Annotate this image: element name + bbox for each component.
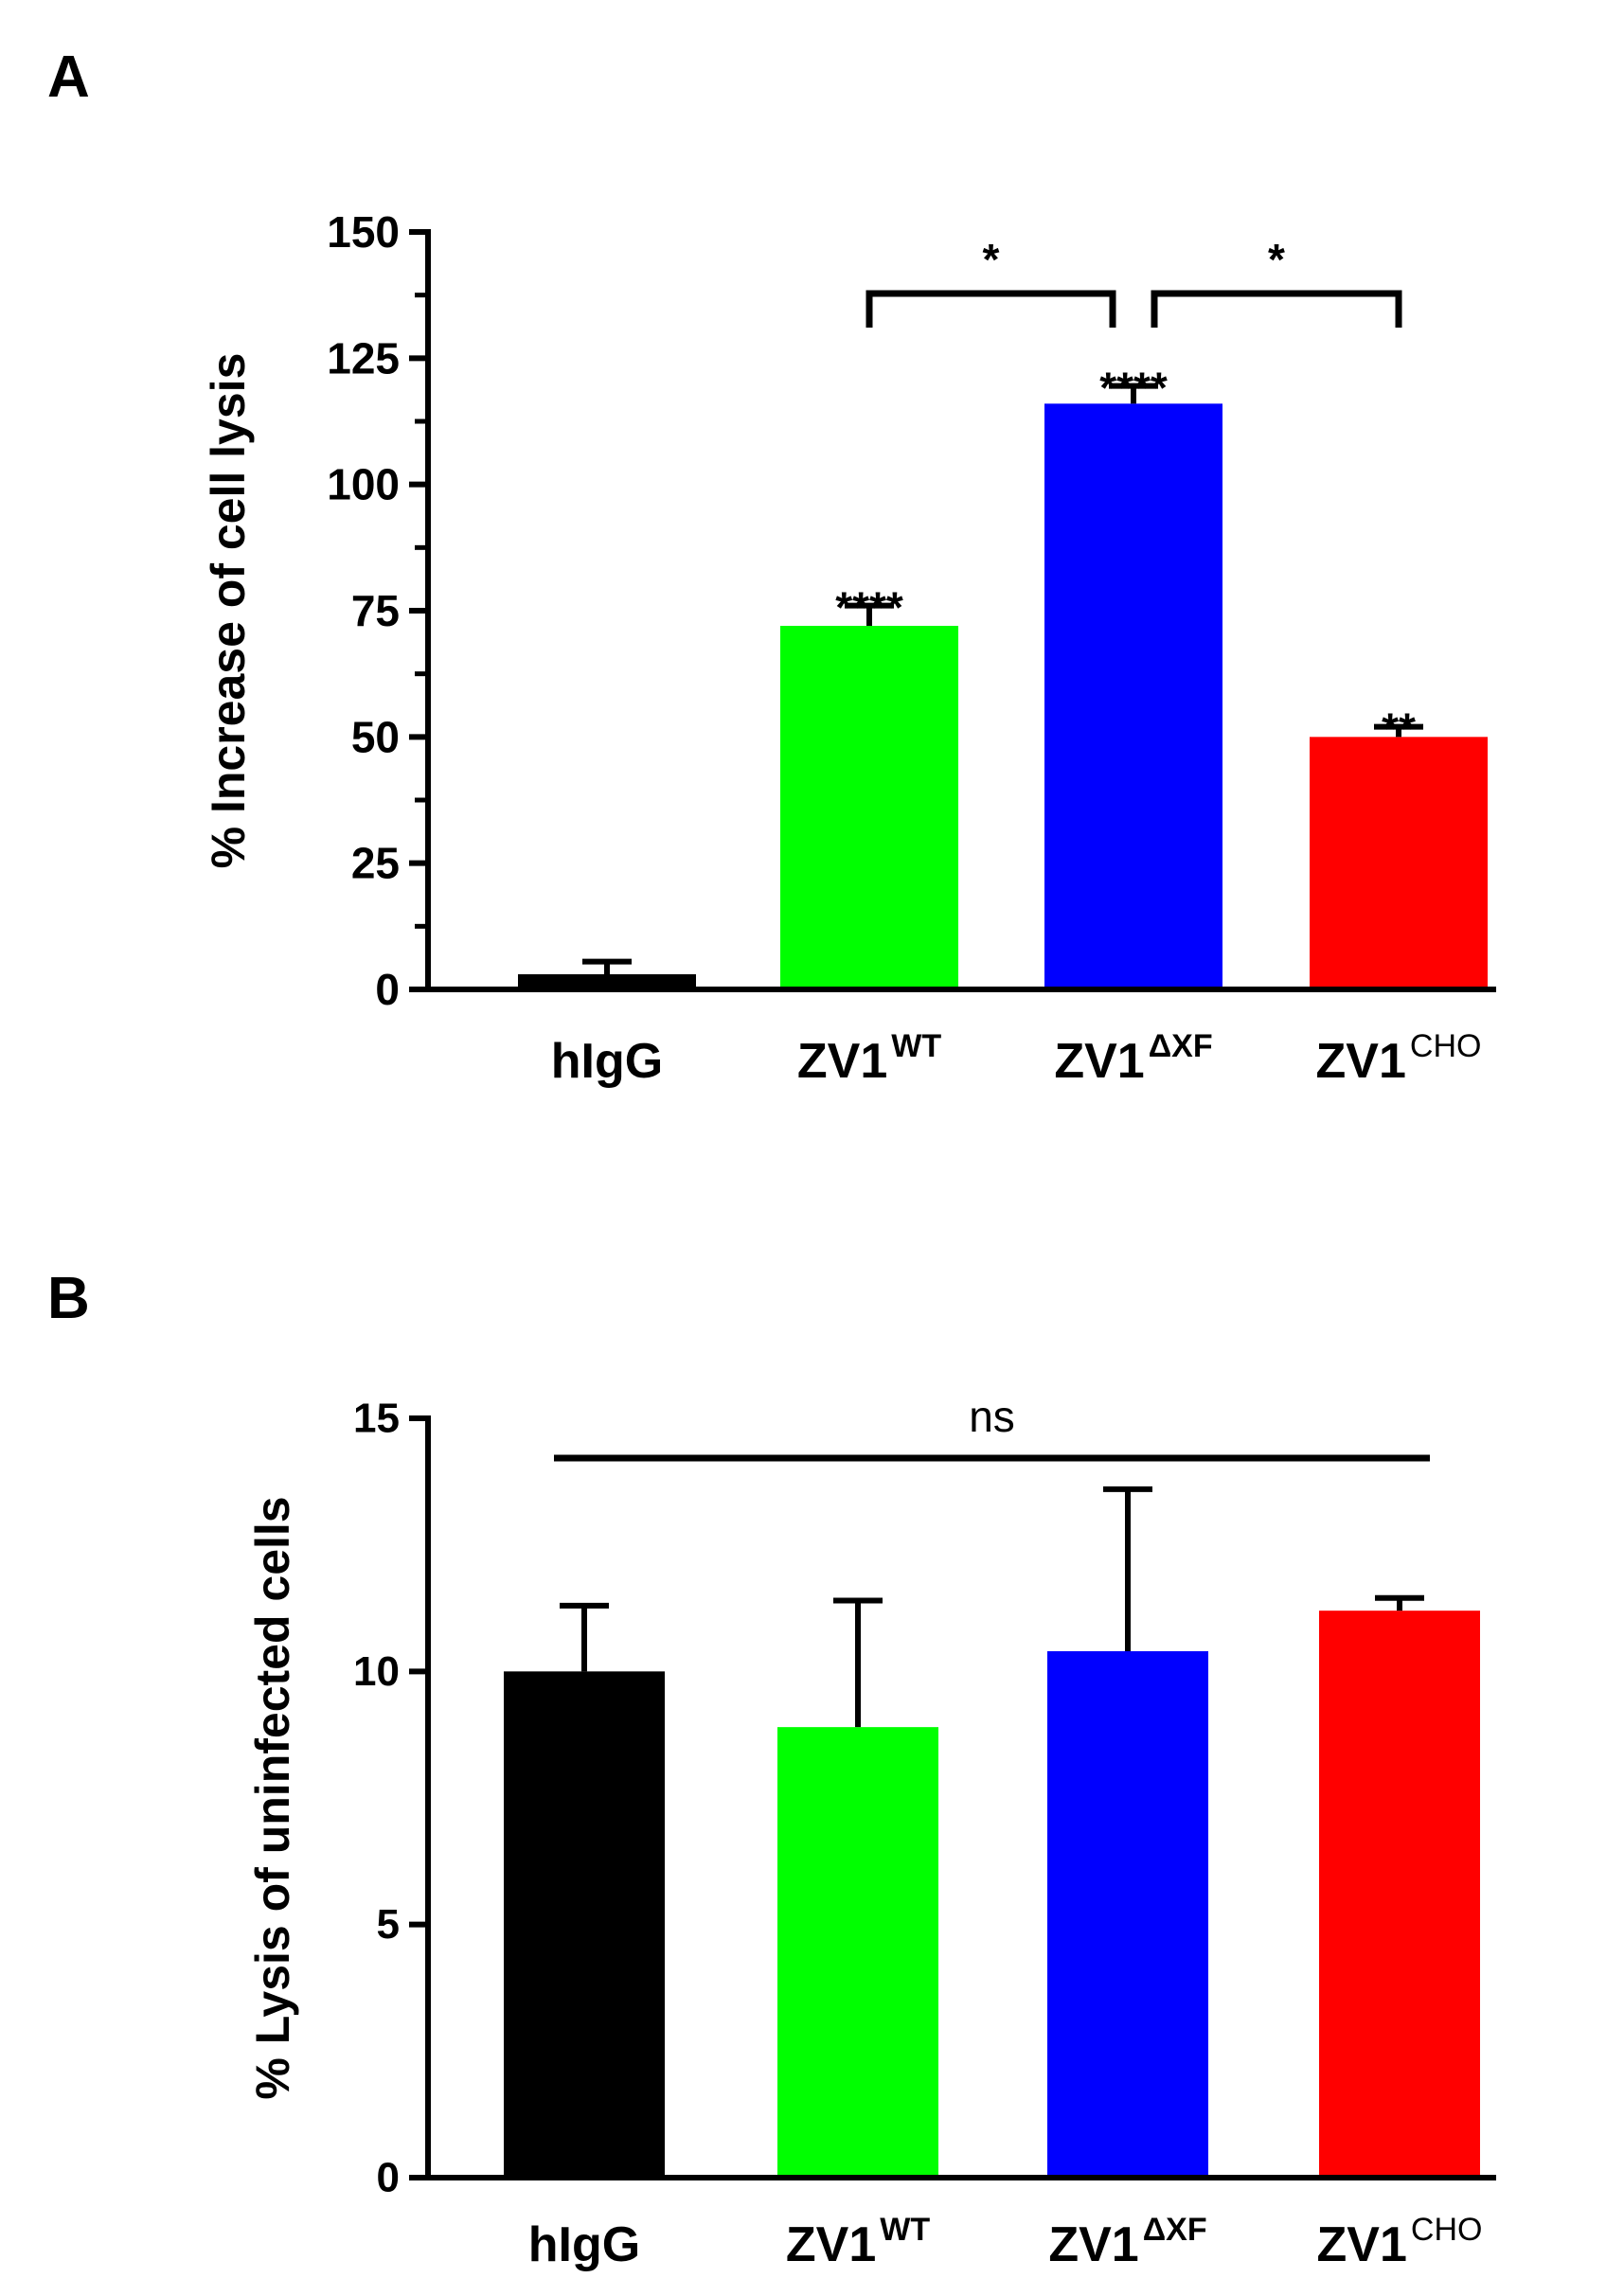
b-category-base-3: ZV1: [1317, 2217, 1407, 2272]
a-category-base-0: hIgG: [551, 1034, 663, 1089]
a-y-tick-label-1: 25: [351, 839, 400, 888]
b-y-tick-label-1: 5: [377, 1901, 400, 1948]
a-y-tick-label-6: 150: [327, 207, 400, 257]
a-bar-0: [518, 974, 696, 989]
a-category-superscript-1: WT: [891, 1028, 941, 1064]
a-category-superscript-2: ΔXF: [1149, 1028, 1213, 1064]
a-category-base-2: ZV1: [1054, 1034, 1144, 1089]
a-bar-2: [1044, 403, 1222, 989]
a-category-label-3: ZV1 CHO: [1316, 1028, 1482, 1089]
b-category-label-3: ZV1 CHO: [1317, 2212, 1483, 2272]
b-category-superscript-1: WT: [880, 2212, 930, 2248]
b-category-base-2: ZV1: [1048, 2217, 1138, 2272]
panel-letter-a: A: [47, 44, 90, 110]
a-y-tick-label-3: 75: [351, 586, 400, 635]
a-comparison-label-0: *: [983, 235, 1000, 284]
a-category-label-1: ZV1 WT: [797, 1028, 941, 1089]
panel-letter-b: B: [47, 1266, 90, 1331]
a-y-tick-label-4: 100: [327, 460, 400, 509]
panel-b-chart: 0 5 10 15 % Lysis of uninfected cells hIgG ZV1…: [246, 1392, 1496, 2272]
a-y-tick-label-2: 50: [351, 712, 400, 761]
a-bar-3: [1310, 737, 1488, 989]
b-category-superscript-2: ΔXF: [1143, 2212, 1207, 2248]
a-y-axis-title: % Increase of cell lysis: [202, 353, 255, 869]
a-bar-annotation-2: ****: [1099, 364, 1168, 413]
b-y-tick-label-0: 0: [377, 2155, 400, 2201]
a-category-label-2: ZV1 ΔXF: [1054, 1028, 1212, 1089]
b-y-tick-label-3: 15: [353, 1396, 400, 1442]
a-category-superscript-3: CHO: [1410, 1028, 1482, 1064]
b-category-label-0: hIgG: [528, 2217, 640, 2272]
a-bar-annotation-3: **: [1382, 704, 1416, 754]
b-comparison-label-0: ns: [969, 1392, 1015, 1441]
a-y-tick-label-5: 125: [327, 333, 400, 383]
b-bar-3: [1319, 1611, 1480, 2178]
a-comparison-bracket-1: [1151, 290, 1402, 328]
b-y-axis-title: % Lysis of uninfected cells: [246, 1496, 299, 2099]
a-category-base-1: ZV1: [797, 1034, 887, 1089]
a-category-base-3: ZV1: [1316, 1034, 1406, 1089]
a-comparison-label-1: *: [1268, 235, 1285, 284]
a-bar-1: [780, 626, 958, 989]
b-category-base-0: hIgG: [528, 2217, 640, 2272]
b-y-tick-label-2: 10: [353, 1648, 400, 1695]
a-comparison-bracket-0: [865, 290, 1116, 328]
b-category-label-1: ZV1 WT: [786, 2212, 930, 2272]
b-category-base-1: ZV1: [786, 2217, 876, 2272]
a-y-tick-label-0: 0: [375, 965, 400, 1014]
a-bar-annotation-1: ****: [835, 583, 903, 632]
b-category-label-2: ZV1 ΔXF: [1048, 2212, 1206, 2272]
b-bar-1: [777, 1727, 938, 2178]
b-bar-0: [504, 1671, 665, 2178]
b-category-superscript-3: CHO: [1411, 2212, 1483, 2248]
b-bar-2: [1047, 1650, 1208, 2178]
panel-a-chart: 0 25 50 75 100 125 150 % Increase of cell lysis…: [202, 207, 1496, 1089]
a-category-label-0: hIgG: [551, 1034, 663, 1089]
